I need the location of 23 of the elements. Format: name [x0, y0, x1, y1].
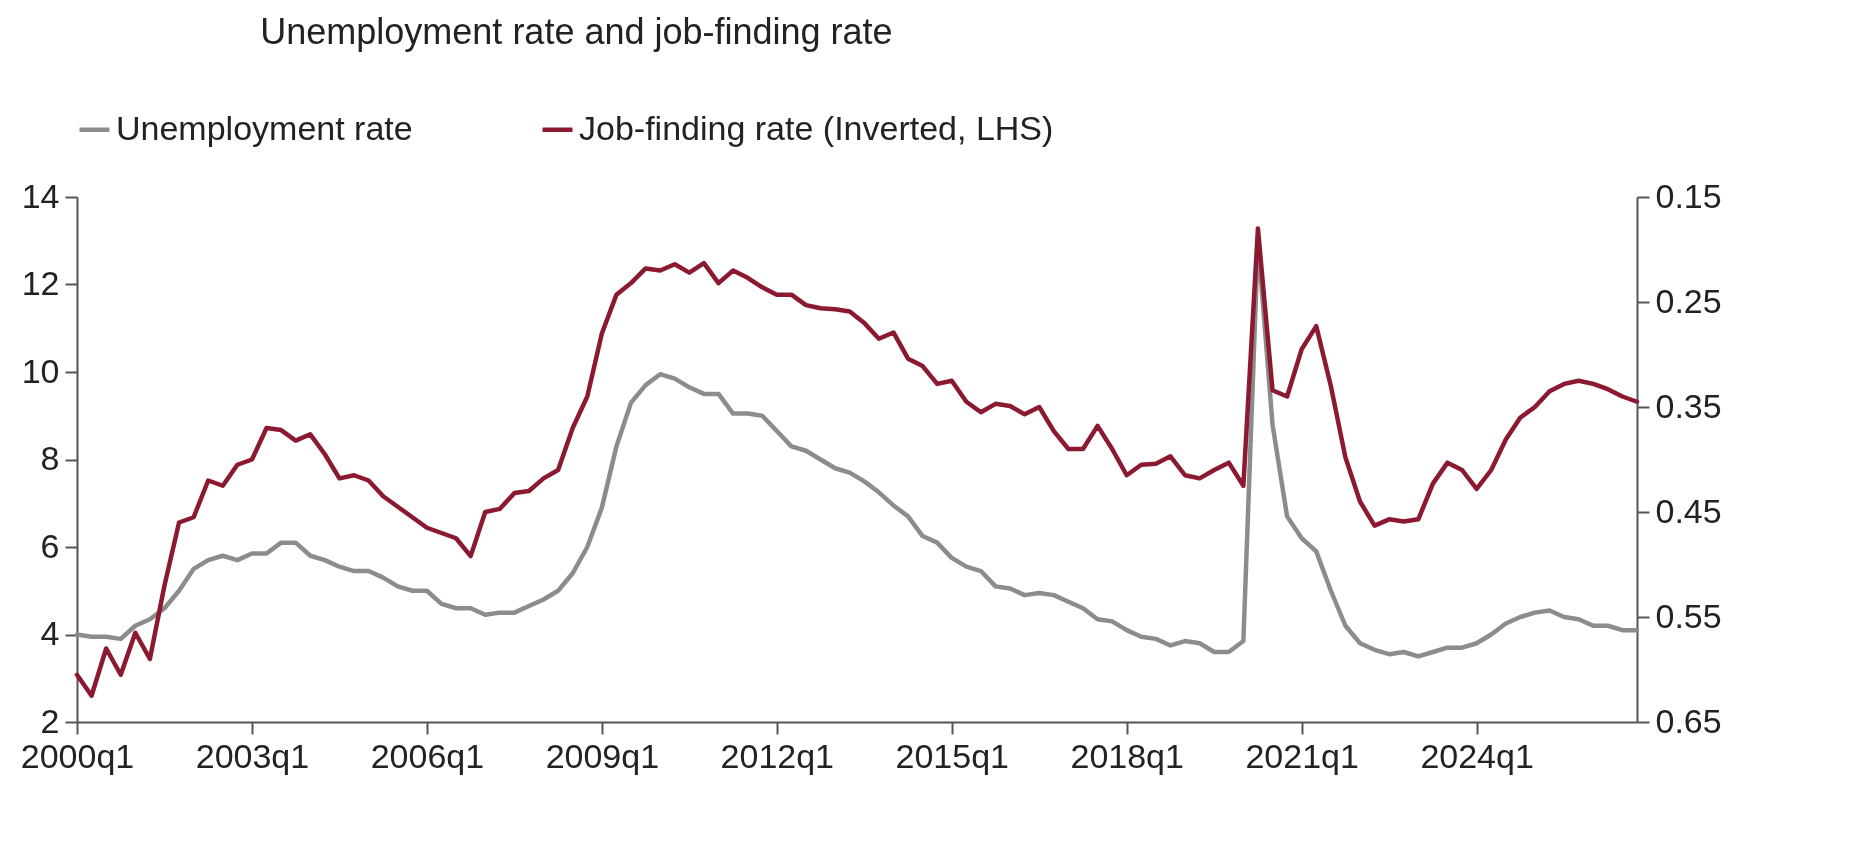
- y-tick-label: 14: [21, 176, 60, 215]
- x-tick-label: 2024q1: [1420, 736, 1534, 775]
- legend-label: Job-finding rate (Inverted, LHS): [579, 108, 1054, 147]
- x-tick-label: 2015q1: [895, 736, 1009, 775]
- x-tick-label: 2021q1: [1245, 736, 1359, 775]
- y2-tick-label: 0.55: [1655, 596, 1722, 635]
- y-tick-label: 8: [40, 439, 60, 477]
- x-tick-label: 2006q1: [370, 736, 485, 775]
- y-tick-label: 10: [21, 351, 60, 390]
- y2-tick-label: 0.65: [1655, 701, 1722, 740]
- x-tick-label: 2012q1: [720, 736, 835, 775]
- legend-label: Unemployment rate: [116, 108, 413, 147]
- y-tick-label: 6: [40, 526, 60, 565]
- y-tick-label: 4: [40, 614, 60, 652]
- y2-tick-label: 0.45: [1655, 491, 1722, 530]
- x-tick-label: 2009q1: [545, 736, 660, 775]
- y2-tick-label: 0.35: [1655, 386, 1722, 425]
- y2-tick-label: 0.15: [1655, 176, 1722, 215]
- x-tick-label: 2018q1: [1070, 736, 1184, 775]
- y-tick-label: 12: [21, 264, 60, 302]
- chart-title: Unemployment rate and job-finding rate: [260, 11, 893, 52]
- x-tick-label: 2003q1: [195, 736, 310, 775]
- y2-tick-label: 0.25: [1655, 281, 1722, 320]
